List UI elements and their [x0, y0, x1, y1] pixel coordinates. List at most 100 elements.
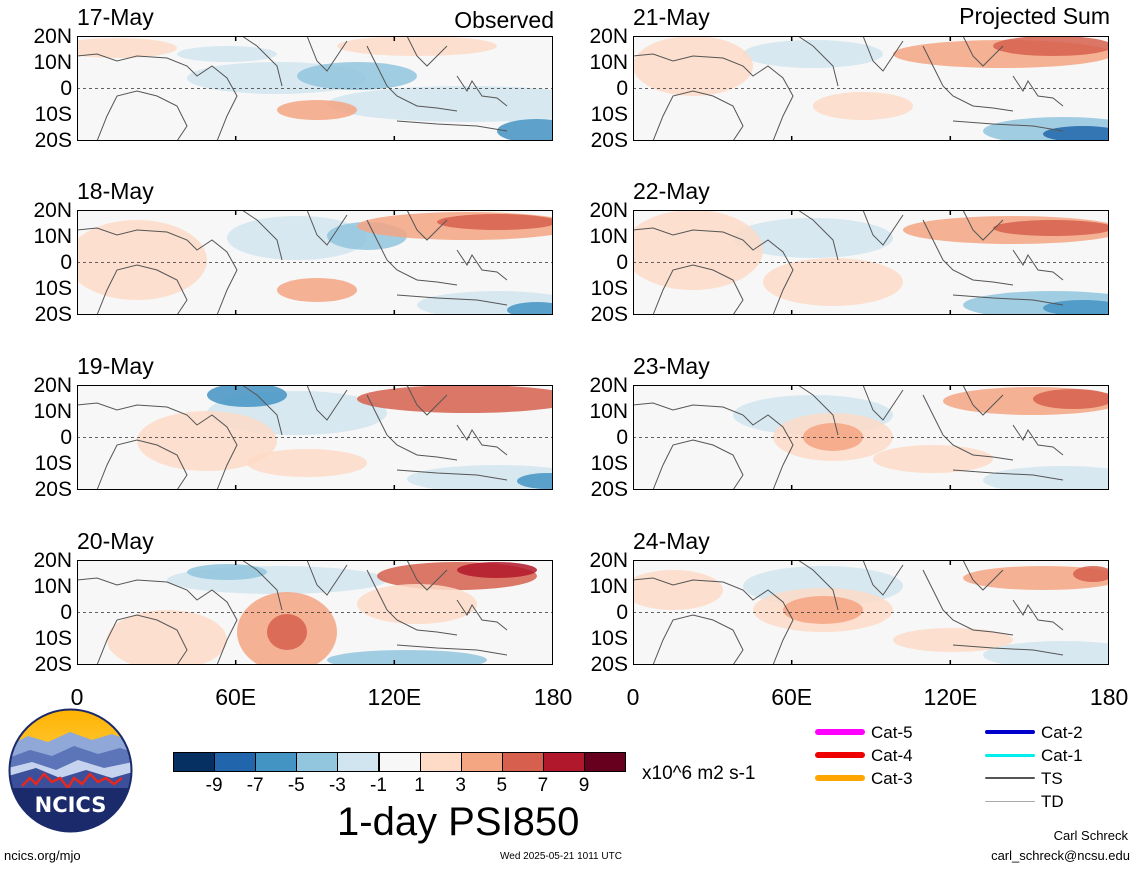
latitude-label: 0 [616, 601, 628, 624]
latitude-label: 10N [33, 225, 72, 248]
colorbar-tick-label: -7 [246, 775, 264, 796]
panel-frame [633, 385, 1109, 490]
longitude-label: 120E [923, 684, 978, 710]
coastline [1012, 599, 1064, 631]
anomaly-contour [983, 466, 1109, 490]
colorbar-tick-label: -1 [370, 775, 387, 796]
coastline [241, 36, 283, 87]
coastline [406, 560, 448, 591]
colorbar-swatch [419, 752, 462, 772]
anomaly-contour [407, 465, 553, 490]
latitude-label: 0 [616, 426, 628, 449]
coastline [96, 264, 188, 315]
footer-email[interactable]: carl_schreck@ncsu.edu [991, 848, 1130, 863]
coastline [962, 210, 1004, 241]
anomaly-contour [337, 36, 497, 56]
coastline [306, 560, 348, 596]
footer-url[interactable]: ncics.org/mjo [4, 848, 81, 863]
anomaly-contour [743, 40, 883, 68]
latitude-label: 10S [590, 103, 628, 126]
latitude-label: 20N [589, 199, 628, 222]
colorbar-units: x10^6 m2 s-1 [642, 763, 756, 784]
panel-date: 23-May [633, 353, 710, 379]
coastline [797, 560, 839, 611]
anomaly-contour [277, 278, 357, 302]
anomaly-contour [267, 614, 307, 650]
map-panel-22-may [633, 210, 1109, 315]
panel-frame [633, 36, 1109, 141]
latitude-label: 20N [589, 25, 628, 48]
panel-frame [77, 210, 553, 315]
coastline [366, 45, 458, 112]
anomaly-contour [783, 596, 863, 624]
longitude-label: 120E [367, 684, 422, 710]
colorbar-swatch [584, 752, 627, 772]
coastline [456, 75, 508, 107]
legend-label: Cat-4 [871, 746, 913, 765]
coastline [406, 36, 448, 67]
coastline [77, 402, 238, 490]
anomaly-contour [1073, 566, 1109, 582]
coastline [862, 36, 904, 72]
anomaly-contour [763, 258, 903, 306]
coastline [633, 577, 794, 665]
psi850-anomaly-map [77, 385, 553, 490]
latitude-label: 10N [33, 51, 72, 74]
legend-swatch [985, 800, 1035, 802]
anomaly-contour [77, 220, 207, 300]
latitude-label: 0 [60, 251, 72, 274]
coastline [633, 227, 794, 315]
anomaly-contour [357, 385, 553, 413]
panel-date: 17-May [77, 4, 154, 30]
anomaly-contour [893, 628, 1013, 652]
latitude-label: 10S [34, 452, 72, 475]
coastline [652, 264, 744, 315]
longitude-label: 60E [215, 684, 257, 710]
panel-date: 24-May [633, 528, 710, 554]
coastline [456, 249, 508, 281]
colorbar-tick-label: 5 [496, 775, 508, 796]
legend-swatch [985, 730, 1035, 734]
panel-date: 20-May [77, 528, 154, 554]
latitude-label: 10N [589, 51, 628, 74]
anomaly-contour [633, 36, 753, 96]
coastline [241, 385, 283, 436]
latitude-label: 10N [33, 575, 72, 598]
coastline [306, 210, 348, 246]
map-panel-20-may [77, 560, 553, 665]
psi850-anomaly-map [633, 385, 1109, 490]
anomaly-contour [187, 564, 267, 580]
latitude-label: 20N [589, 549, 628, 572]
coastline [77, 53, 238, 141]
anomaly-contour [733, 218, 893, 258]
latitude-label: 10S [34, 627, 72, 650]
anomaly-contour [457, 562, 537, 578]
legend-label: TS [1041, 769, 1063, 788]
anomaly-contour [633, 210, 763, 290]
legend-label: TD [1041, 792, 1064, 811]
colorbar-tick-label: -5 [287, 775, 305, 796]
coastline [396, 294, 508, 306]
map-panel-23-may [633, 385, 1109, 490]
panel-frame [77, 36, 553, 141]
footer-timestamp: Wed 2025-05-21 1011 UTC [500, 851, 622, 862]
psi850-anomaly-map [633, 36, 1109, 141]
colorbar-swatch [460, 752, 503, 772]
panel-frame [633, 210, 1109, 315]
coastline [952, 644, 1064, 656]
coastline [306, 385, 348, 421]
map-panel-24-may [633, 560, 1109, 665]
anomaly-contour [227, 216, 367, 260]
coastline [396, 644, 508, 656]
anomaly-contour [1043, 126, 1109, 141]
panel-date: 19-May [77, 353, 154, 379]
coastline [406, 385, 448, 416]
anomaly-contour [177, 46, 277, 62]
colorbar-swatch [173, 752, 216, 772]
latitude-label: 20N [589, 374, 628, 397]
anomaly-contour [247, 449, 367, 477]
map-panel-17-may [77, 36, 553, 141]
coastline [952, 120, 1064, 132]
latitude-label: 0 [60, 426, 72, 449]
observed-column-title: Observed [454, 7, 554, 33]
